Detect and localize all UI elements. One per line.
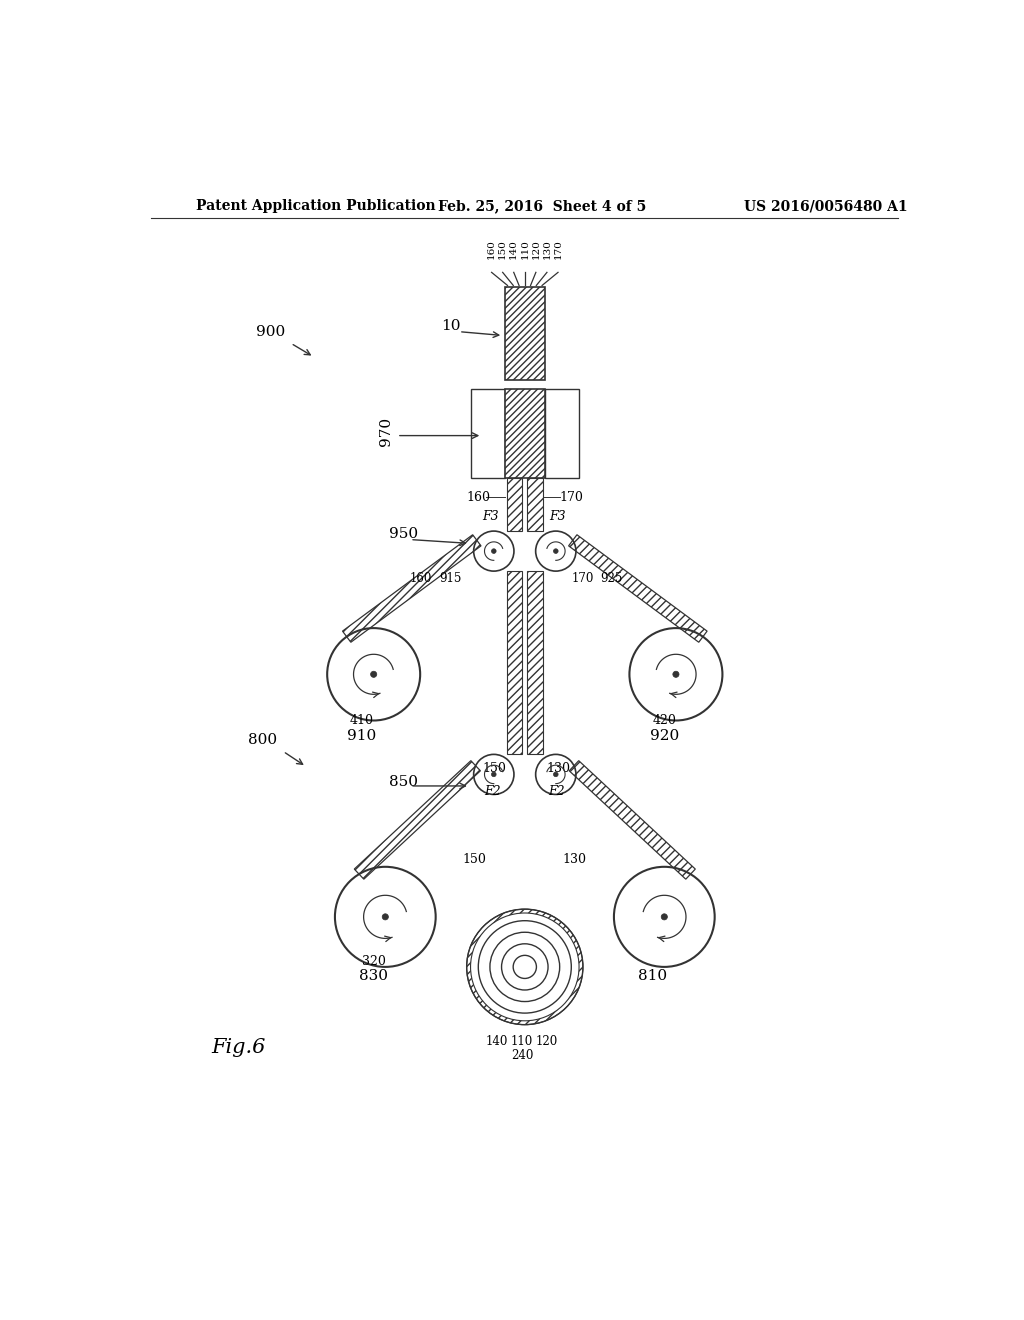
Text: 420: 420 [652, 714, 676, 727]
Text: 240: 240 [511, 1049, 534, 1063]
Text: 170: 170 [571, 572, 594, 585]
Text: 120: 120 [531, 239, 541, 259]
Polygon shape [505, 389, 545, 478]
Circle shape [492, 549, 496, 553]
Polygon shape [507, 478, 522, 531]
Text: 170: 170 [554, 239, 562, 259]
Circle shape [382, 913, 388, 920]
Circle shape [371, 671, 377, 677]
Text: F3: F3 [550, 510, 566, 523]
Text: Feb. 25, 2016  Sheet 4 of 5: Feb. 25, 2016 Sheet 4 of 5 [438, 199, 646, 213]
Text: F3: F3 [482, 510, 499, 523]
Text: 810: 810 [638, 969, 668, 983]
Text: 130: 130 [547, 762, 570, 775]
Circle shape [554, 772, 558, 776]
Text: Patent Application Publication: Patent Application Publication [197, 199, 436, 213]
Text: 410: 410 [350, 714, 374, 727]
Bar [471, 389, 505, 478]
Polygon shape [527, 478, 543, 531]
Text: 160: 160 [467, 491, 490, 504]
Text: 950: 950 [389, 527, 418, 541]
Text: 910: 910 [347, 729, 377, 743]
Text: F2: F2 [548, 785, 564, 797]
Text: F2: F2 [484, 785, 501, 797]
Text: 925: 925 [600, 572, 623, 585]
Text: 10: 10 [441, 319, 461, 333]
Text: 900: 900 [256, 325, 285, 339]
Polygon shape [527, 572, 543, 755]
Text: 850: 850 [389, 775, 418, 789]
Circle shape [492, 772, 496, 776]
Text: 160: 160 [487, 239, 496, 259]
Polygon shape [568, 535, 708, 643]
Text: 120: 120 [536, 1035, 558, 1048]
Text: 140: 140 [509, 239, 518, 259]
Text: 130: 130 [562, 853, 586, 866]
Circle shape [662, 913, 668, 920]
Text: 320: 320 [361, 954, 386, 968]
Text: 160: 160 [410, 572, 432, 585]
Text: 150: 150 [482, 762, 506, 775]
Text: 130: 130 [543, 239, 552, 259]
Bar [545, 389, 579, 478]
Circle shape [554, 549, 558, 553]
Polygon shape [505, 286, 545, 380]
Text: 915: 915 [439, 572, 462, 585]
Text: Fig.6: Fig.6 [212, 1039, 266, 1057]
Polygon shape [342, 535, 481, 643]
Text: 970: 970 [379, 417, 393, 446]
Text: 830: 830 [359, 969, 388, 983]
Text: 170: 170 [560, 491, 584, 504]
Text: 800: 800 [248, 733, 278, 747]
Circle shape [673, 671, 679, 677]
Polygon shape [569, 760, 695, 879]
Text: 150: 150 [498, 239, 507, 259]
Polygon shape [354, 760, 480, 879]
Text: 920: 920 [649, 729, 679, 743]
Polygon shape [507, 572, 522, 755]
Text: 150: 150 [463, 853, 486, 866]
Text: 110: 110 [511, 1035, 534, 1048]
Wedge shape [467, 909, 583, 1024]
Text: 140: 140 [486, 1035, 509, 1048]
Text: US 2016/0056480 A1: US 2016/0056480 A1 [744, 199, 907, 213]
Text: 110: 110 [520, 239, 529, 259]
